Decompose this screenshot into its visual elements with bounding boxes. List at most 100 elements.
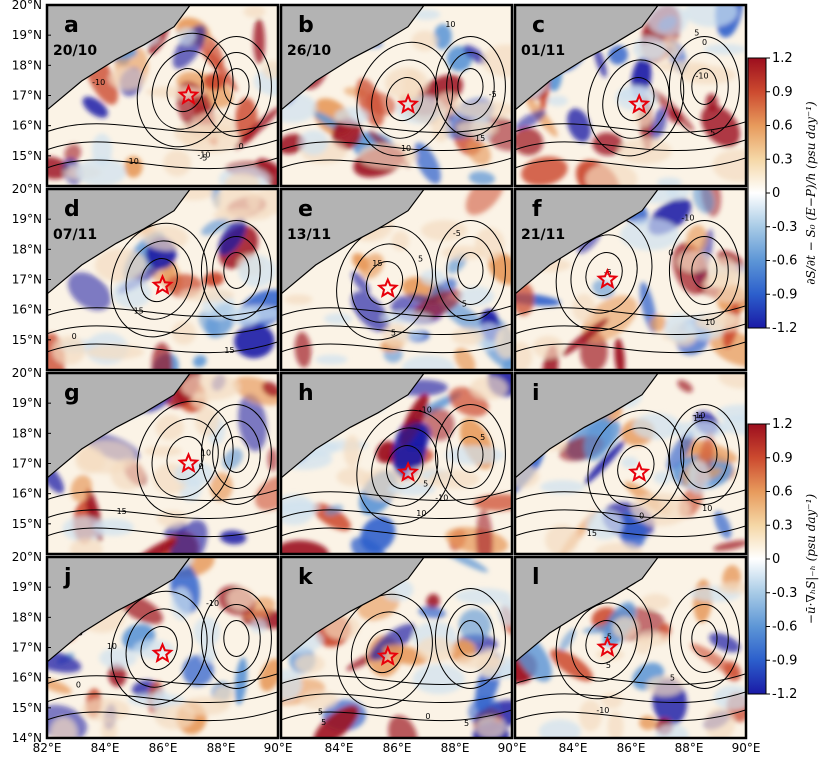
contour-line xyxy=(617,77,655,122)
contour-line xyxy=(47,489,278,501)
field-patch xyxy=(179,288,235,302)
contour-line xyxy=(281,139,512,152)
contour-line xyxy=(350,611,419,691)
field-patch xyxy=(313,705,359,738)
x-tick-label: 82°E xyxy=(33,741,62,755)
x-tick-label: 90°E xyxy=(498,741,527,755)
field-patch xyxy=(180,373,241,401)
field-patch xyxy=(81,698,130,722)
field-patch xyxy=(649,314,667,332)
y-tick-label: 19°N xyxy=(12,212,42,226)
field-patch xyxy=(132,639,174,659)
contour-line xyxy=(47,305,278,317)
y-tick-label: 16°N xyxy=(12,487,42,501)
panel-letter: g xyxy=(64,381,80,406)
contour-label: -5 xyxy=(315,707,323,716)
panel-date: 21/11 xyxy=(521,227,565,243)
land-mask xyxy=(281,5,425,111)
field-patch xyxy=(143,225,189,251)
field-patch xyxy=(538,719,582,738)
field-patch xyxy=(69,537,103,554)
field-patch xyxy=(230,308,260,327)
panel-date: 07/11 xyxy=(53,227,97,243)
contour-line xyxy=(585,251,623,297)
field-patch xyxy=(545,524,579,554)
field-patch xyxy=(284,294,313,305)
contour-line xyxy=(691,619,718,657)
y-tick-label: 16°N xyxy=(12,671,42,685)
colorbars: 1.2 0.9 0.6 0.3 0 -0.3 -0.6 -0.9 -1.2 ∂S/∂t − S₀ … xyxy=(747,51,818,702)
field-patch xyxy=(632,413,682,440)
field-patch xyxy=(210,472,233,502)
field-patch xyxy=(411,30,439,52)
field-patch xyxy=(718,581,746,595)
field-patch xyxy=(653,471,672,485)
panel-k: 5-5500k xyxy=(279,555,514,740)
panel-frame xyxy=(513,371,748,556)
panel-letter: h xyxy=(298,381,314,406)
contour-line xyxy=(47,525,278,538)
contour-line xyxy=(446,603,495,673)
contour-line xyxy=(446,235,495,305)
contour-line xyxy=(356,409,454,525)
x-tick-label: 90°E xyxy=(732,741,761,755)
field-patch xyxy=(199,646,217,663)
contour-line xyxy=(223,67,250,105)
contour-label: 0 xyxy=(668,249,673,258)
contour-label: 5 xyxy=(462,300,467,309)
field-patch xyxy=(47,462,64,494)
contour-label: -10 xyxy=(206,599,219,608)
field-patch xyxy=(607,711,624,738)
contour-line xyxy=(515,121,746,133)
field-patch xyxy=(384,67,429,99)
contour-label: 5 xyxy=(710,129,715,138)
panel-letter: i xyxy=(532,381,540,406)
field-patch xyxy=(47,156,70,180)
buoy-star-marker xyxy=(628,460,651,482)
contour-line xyxy=(110,222,208,338)
contour-label: 5 xyxy=(391,329,396,338)
contour-label: 15 xyxy=(372,259,382,268)
panel-frame xyxy=(513,3,748,188)
colorbar-tick-label: 0.3 xyxy=(772,152,793,167)
colorbar-tick-label: 0.6 xyxy=(772,485,793,500)
colorbar-label: −ū·∇ₕS|₋ₕ (psu day⁻¹) xyxy=(804,494,818,625)
contour-line xyxy=(371,427,439,507)
contour-line xyxy=(281,709,512,722)
field-patch xyxy=(315,354,348,365)
contour-label: -5 xyxy=(199,154,207,163)
field-patch xyxy=(695,313,746,332)
field-patch xyxy=(550,649,593,682)
field-patch xyxy=(47,649,82,673)
contour-line xyxy=(515,525,746,538)
contour-label: -5 xyxy=(453,229,461,238)
contour-line xyxy=(136,32,234,148)
ssh-contours xyxy=(281,35,512,170)
contour-label: 10 xyxy=(107,642,117,651)
field-patch xyxy=(212,208,272,222)
y-tick-label: 15°N xyxy=(12,517,42,531)
field-patch xyxy=(620,218,680,251)
contour-line xyxy=(47,691,278,704)
panel-letter: d xyxy=(64,197,80,222)
field-patch xyxy=(108,67,147,90)
field-patch xyxy=(267,448,278,472)
contour-line xyxy=(680,419,729,489)
panel-letter: f xyxy=(532,197,542,222)
panel-date: 20/10 xyxy=(53,43,97,59)
field-patch xyxy=(412,664,465,695)
field-patch xyxy=(532,335,564,359)
contour-label: 0 xyxy=(76,681,81,690)
colorbar-1: 1.2 0.9 0.6 0.3 0 -0.3 -0.6 -0.9 -1.2 ∂S/∂t − S₀ … xyxy=(747,51,818,336)
field-patch xyxy=(350,537,387,554)
x-tick-label: 84°E xyxy=(325,741,354,755)
y-tick-label: 17°N xyxy=(12,641,42,655)
field-patch xyxy=(593,46,607,78)
contour-line xyxy=(457,435,484,473)
field-patch xyxy=(201,217,230,236)
contour-label: 0 xyxy=(425,712,430,721)
contour-label: 0 xyxy=(639,512,644,521)
field-patch xyxy=(579,699,603,732)
land-mask xyxy=(47,5,191,111)
contour-label: -10 xyxy=(197,150,210,159)
